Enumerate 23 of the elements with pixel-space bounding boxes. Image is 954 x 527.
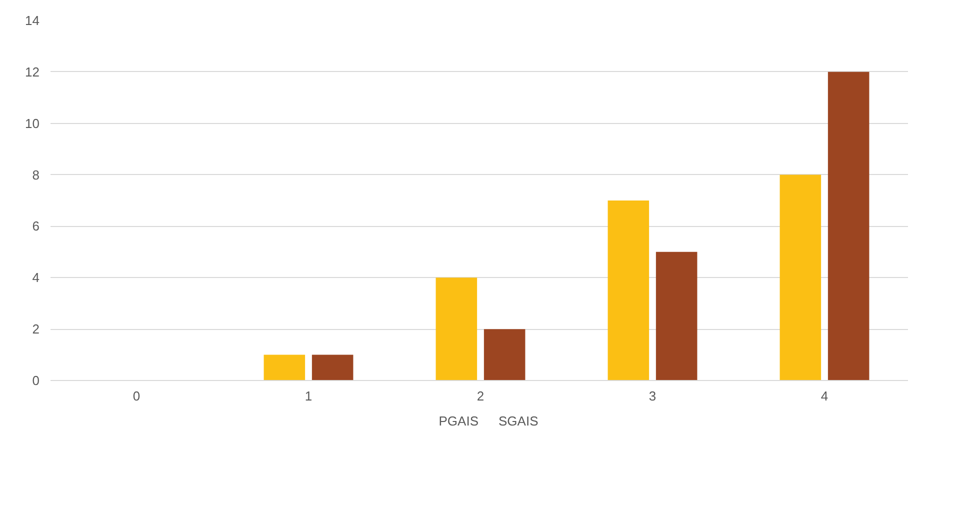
bar [608,200,650,380]
bar [828,72,870,380]
bar [656,252,698,380]
x-tick-label: 4 [820,388,828,404]
x-tick-label: 0 [132,388,140,404]
text: SGAIS [498,414,538,428]
x-tick-label: 1 [304,388,312,404]
x-tick-label: 3 [648,388,656,404]
text: PGAIS [438,414,478,428]
y-tick-label: 2 [32,322,40,337]
y-tick-label: 12 [25,64,40,80]
bar [264,354,306,380]
y-tick-label: 10 [25,116,40,131]
y-tick-label: 4 [32,270,40,286]
y-tick-label: 8 [32,167,40,182]
bar [780,174,822,380]
y-tick-label: 14 [25,13,40,28]
bar [484,329,526,380]
bar [436,278,478,380]
y-tick-label: 6 [32,218,40,234]
x-tick-label: 2 [476,388,484,404]
y-tick-label: 0 [32,373,40,388]
bar [312,354,354,380]
